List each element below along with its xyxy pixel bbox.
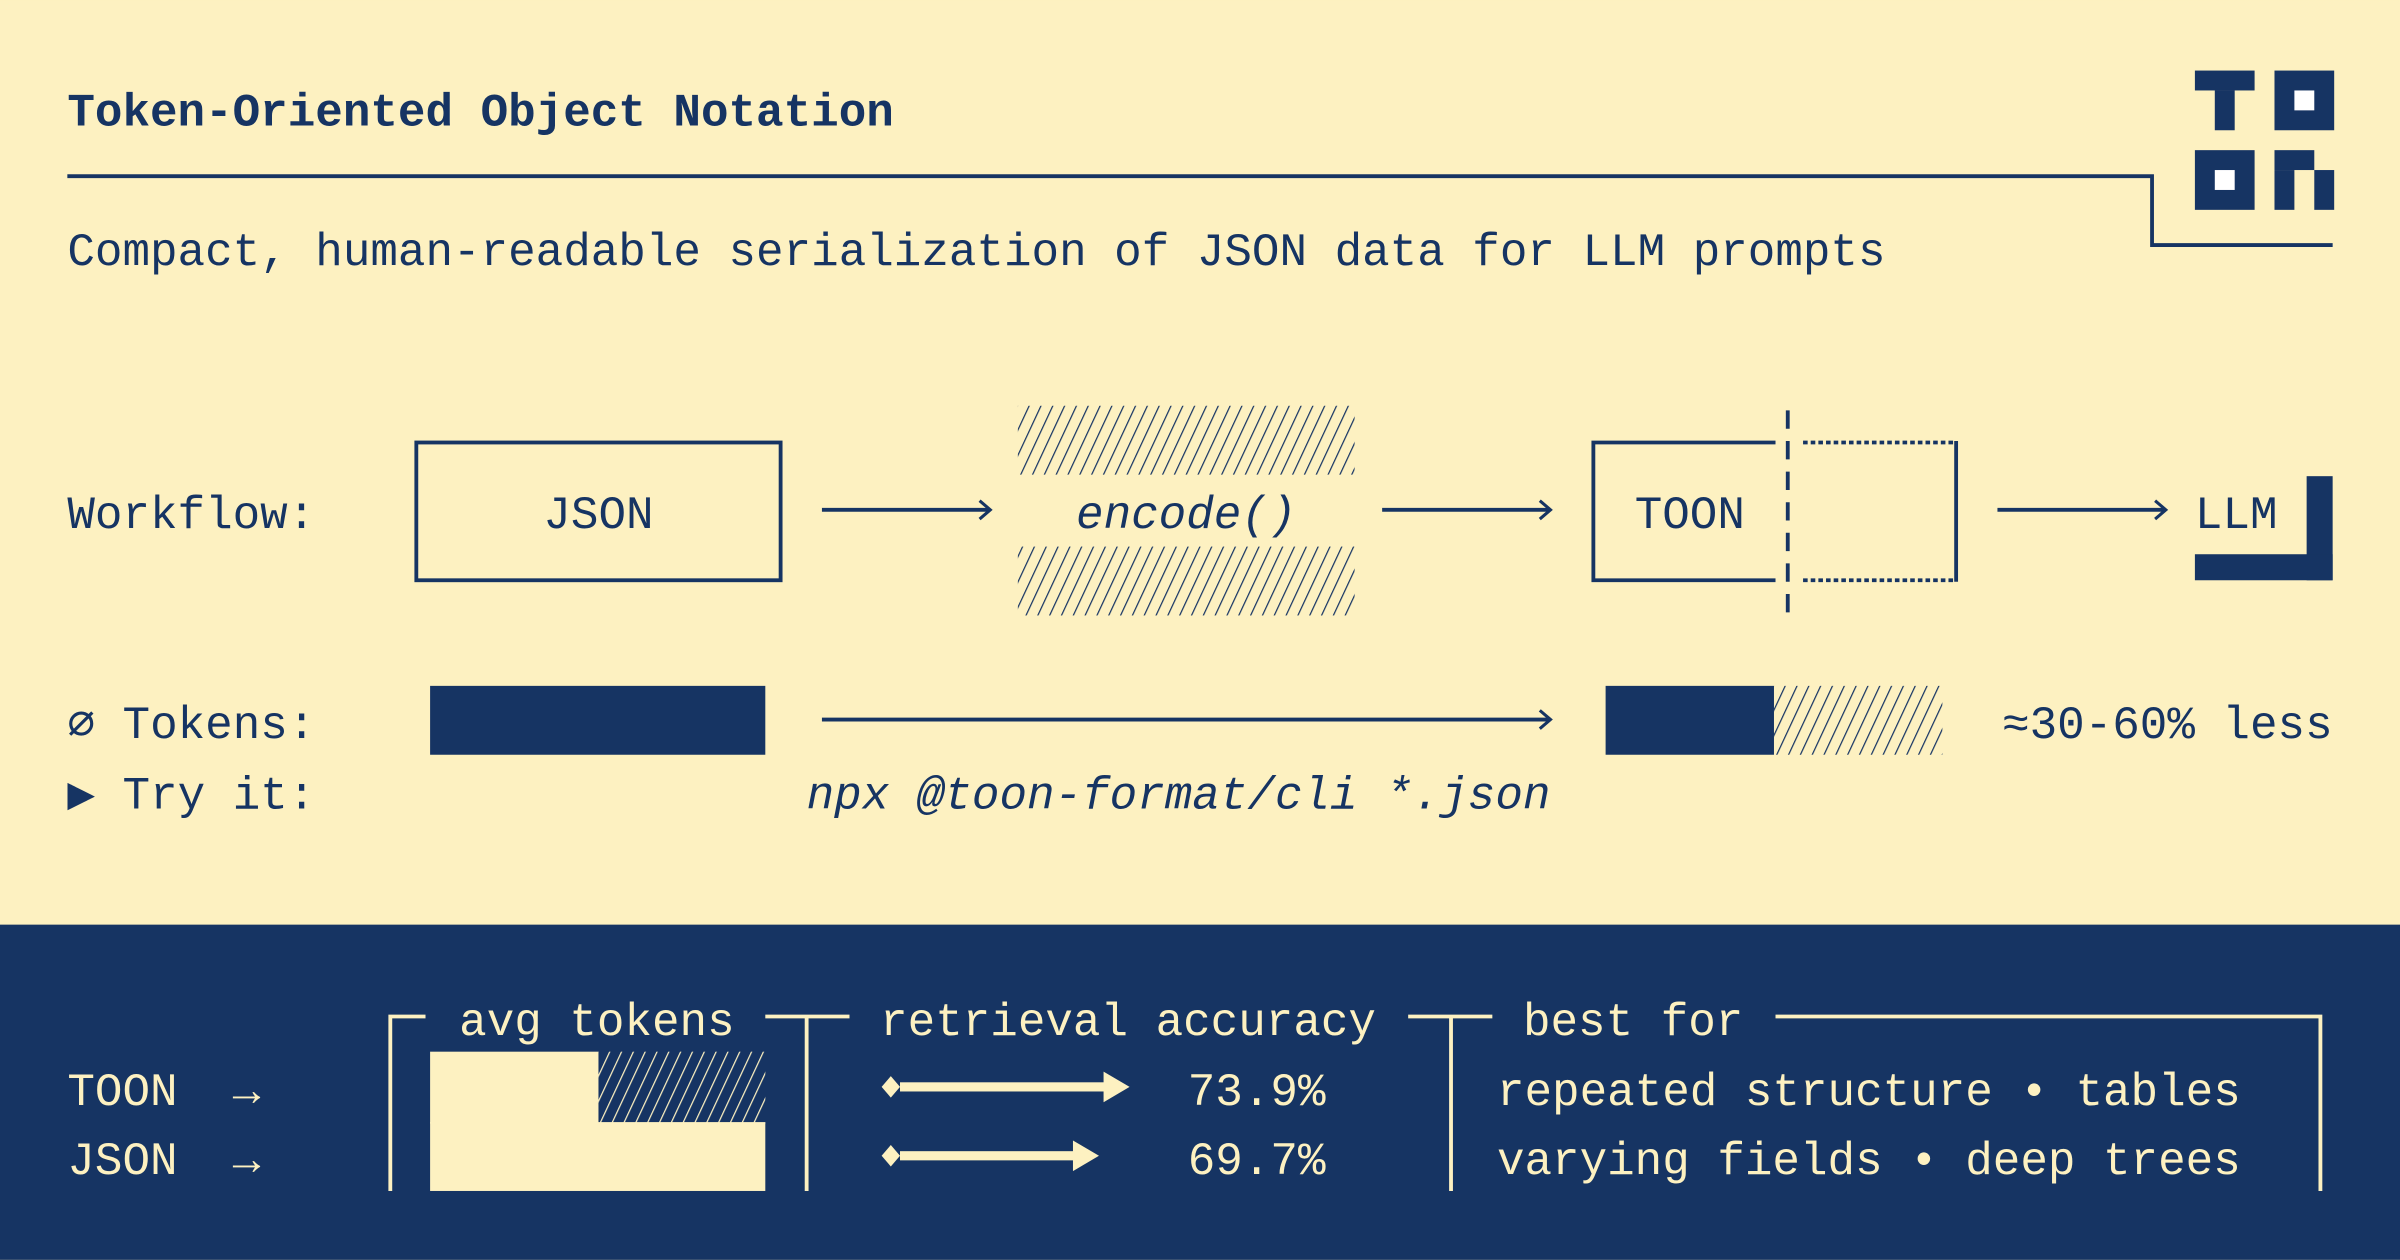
tokens-label: ⌀ Tokens: <box>67 700 315 752</box>
json-accuracy-bar <box>881 1140 1099 1172</box>
arrow-icon <box>1382 499 1553 521</box>
table-frame <box>388 1014 2323 1191</box>
toon-box <box>1591 410 1959 613</box>
toon-logo <box>2194 70 2335 210</box>
arrow-icon: → <box>233 1067 261 1119</box>
arrow-icon: → <box>233 1136 261 1188</box>
comparison-panel <box>0 924 2400 1260</box>
json-step-label: JSON <box>543 490 653 542</box>
page-subtitle: Compact, human-readable serialization of… <box>67 227 1885 279</box>
toon-row-label: TOON <box>67 1067 177 1119</box>
header-divider <box>67 174 2333 247</box>
accuracy-header: retrieval accuracy <box>880 997 1376 1049</box>
llm-bracket <box>2194 476 2333 581</box>
toon-accuracy-bar <box>881 1071 1130 1103</box>
token-savings-hatch <box>1773 685 1943 755</box>
toon-accuracy: 73.9% <box>1188 1067 1326 1119</box>
try-it-label: ▶ Try it: <box>67 770 315 822</box>
best-for-header: best for <box>1523 997 1743 1049</box>
json-best-for: varying fields • deep trees <box>1497 1136 2241 1188</box>
toon-best-for: repeated structure • tables <box>1497 1067 2241 1119</box>
toon-step-label: TOON <box>1635 490 1745 542</box>
json-box <box>414 440 783 583</box>
toon-savings-hatch <box>598 1051 766 1124</box>
page-title: Token-Oriented Object Notation <box>67 88 893 140</box>
encode-hatch-bottom <box>1017 546 1355 616</box>
cli-command[interactable]: npx @toon-format/cli *.json <box>807 770 1551 822</box>
arrow-icon <box>1997 499 2169 521</box>
json-row-label: JSON <box>67 1136 177 1188</box>
json-token-bar <box>430 685 766 755</box>
workflow-label: Workflow: <box>67 490 315 542</box>
encode-step-label: encode() <box>1076 490 1296 542</box>
arrow-icon <box>821 709 1553 730</box>
toon-avg-token-bar <box>430 1051 599 1124</box>
json-avg-token-bar <box>430 1122 766 1191</box>
toon-token-bar <box>1605 685 1774 755</box>
token-savings: ≈30-60% less <box>2002 700 2333 752</box>
avg-tokens-header: avg tokens <box>459 997 734 1049</box>
json-accuracy: 69.7% <box>1188 1136 1326 1188</box>
llm-step-label: LLM <box>2195 490 2278 542</box>
arrow-icon <box>821 499 993 521</box>
encode-hatch-top <box>1017 405 1355 475</box>
